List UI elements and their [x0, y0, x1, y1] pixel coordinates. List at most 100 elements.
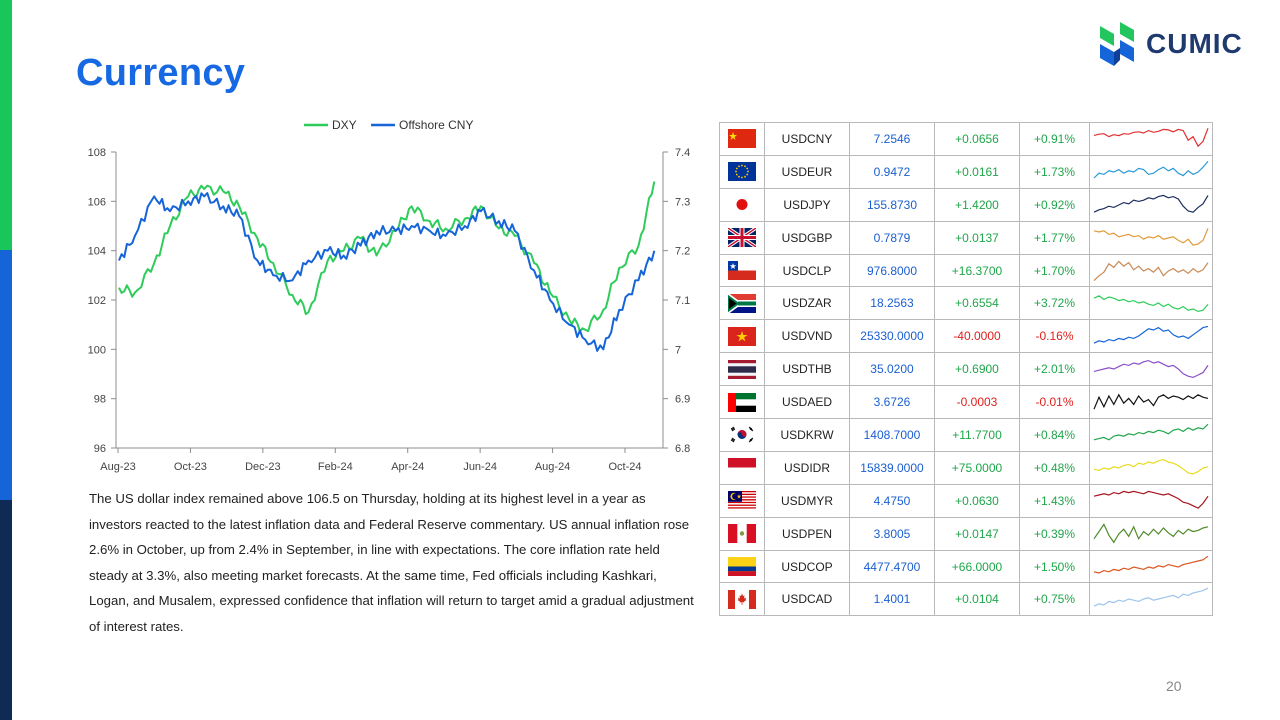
flag-cell [719, 253, 765, 288]
sparkline [1093, 555, 1209, 574]
flag-cell [719, 450, 765, 485]
rate-value: 7.2546 [849, 122, 935, 156]
currency-pair: USDCLP [764, 253, 850, 288]
change-percent: +3.72% [1019, 286, 1090, 321]
flag-cell [719, 549, 765, 584]
rate-value: 0.7879 [849, 220, 935, 255]
fx-row-usdcop: USDCOP 4477.4700 +66.0000 +1.50% [719, 549, 1213, 584]
dxy-cny-line-chart: 108 106 104 102 100 98 96 7.4 7.3 7.2 7.1 7 6.9 6.8 Au… [88, 118, 691, 473]
fx-row-usdeur: USDEUR 0.9472 +0.0161 +1.73% [719, 154, 1213, 189]
sparkline-path [1093, 326, 1209, 345]
sparkline-cell [1089, 582, 1213, 617]
flag-cell [719, 187, 765, 222]
currency-pair: USDMYR [764, 483, 850, 518]
change-value: -40.0000 [934, 319, 1020, 354]
sparkline-path [1093, 490, 1209, 509]
rate-value: 3.6726 [849, 385, 935, 420]
flag-cell [719, 319, 765, 354]
x-tick-label: Jun-24 [463, 461, 497, 473]
left-tick-label: 98 [94, 394, 106, 406]
fx-row-usdcny: USDCNY 7.2546 +0.0656 +0.91% [719, 122, 1213, 156]
sparkline [1093, 522, 1209, 544]
fx-row-usdaed: USDAED 3.6726 -0.0003 -0.01% [719, 385, 1213, 420]
right-tick-label: 7.4 [675, 147, 690, 159]
change-value: +0.0656 [934, 122, 1020, 156]
x-tick-label: Apr-24 [391, 461, 424, 473]
change-value: +0.0104 [934, 582, 1020, 617]
left-tick-label: 106 [88, 196, 106, 208]
change-percent: +0.48% [1019, 450, 1090, 485]
change-percent: +0.84% [1019, 418, 1090, 452]
flag-cell [719, 154, 765, 189]
change-value: +11.7700 [934, 418, 1020, 452]
sparkline-path [1093, 127, 1209, 148]
sparkline [1093, 194, 1209, 213]
change-value: +16.3700 [934, 253, 1020, 288]
currency-pair: USDEUR [764, 154, 850, 189]
change-percent: +1.77% [1019, 220, 1090, 255]
rate-value: 4477.4700 [849, 549, 935, 584]
sparkline [1093, 227, 1209, 246]
fx-row-usdjpy: USDJPY 155.8730 +1.4200 +0.92% [719, 187, 1213, 222]
kr-flag-icon [728, 425, 756, 445]
page-number: 20 [1166, 678, 1182, 694]
currency-pair: USDZAR [764, 286, 850, 321]
currency-pair: USDPEN [764, 516, 850, 551]
x-tick-label: Dec-23 [245, 461, 280, 473]
id-flag-icon [728, 458, 756, 478]
co-flag-icon [728, 557, 756, 577]
fx-row-usdidr: USDIDR 15839.0000 +75.0000 +0.48% [719, 450, 1213, 485]
sparkline-cell [1089, 483, 1213, 518]
flag-cell [719, 352, 765, 387]
fx-row-usdthb: USDTHB 35.0200 +0.6900 +2.01% [719, 352, 1213, 387]
sparkline-cell [1089, 450, 1213, 485]
rate-value: 4.4750 [849, 483, 935, 518]
currency-pair: USDTHB [764, 352, 850, 387]
change-value: +0.0137 [934, 220, 1020, 255]
cny-series-line [118, 192, 656, 352]
dxy-series-line [118, 181, 656, 333]
fx-row-usdclp: USDCLP 976.8000 +16.3700 +1.70% [719, 253, 1213, 288]
sparkline-cell [1089, 352, 1213, 387]
flag-cell [719, 220, 765, 255]
currency-pair: USDGBP [764, 220, 850, 255]
change-percent: +0.39% [1019, 516, 1090, 551]
currency-pair: USDVND [764, 319, 850, 354]
sparkline-cell [1089, 122, 1213, 156]
change-percent: -0.01% [1019, 385, 1090, 420]
sparkline [1093, 127, 1209, 148]
edge-stripe-green [0, 0, 12, 250]
change-percent: +1.43% [1019, 483, 1090, 518]
change-value: +0.6900 [934, 352, 1020, 387]
change-value: +1.4200 [934, 187, 1020, 222]
sparkline-cell [1089, 286, 1213, 321]
change-value: +0.0147 [934, 516, 1020, 551]
x-tick-label: Feb-24 [318, 461, 353, 473]
jp-flag-icon [728, 195, 756, 215]
sparkline-path [1093, 360, 1209, 379]
currency-pair: USDJPY [764, 187, 850, 222]
gb-flag-icon [728, 228, 756, 248]
currency-pair: USDCAD [764, 582, 850, 617]
sparkline-path [1093, 588, 1209, 608]
sparkline-cell [1089, 319, 1213, 354]
x-tick-label: Oct-24 [608, 461, 641, 473]
x-tick-label: Oct-23 [174, 461, 207, 473]
sparkline-path [1093, 227, 1209, 246]
brand-logo: CUMIC [1096, 20, 1256, 72]
change-value: +0.6554 [934, 286, 1020, 321]
rate-value: 155.8730 [849, 187, 935, 222]
legend-label: DXY [332, 118, 357, 132]
change-percent: +0.75% [1019, 582, 1090, 617]
right-tick-label: 6.9 [675, 394, 690, 406]
ae-flag-icon [728, 392, 756, 412]
rate-value: 0.9472 [849, 154, 935, 189]
rate-value: 3.8005 [849, 516, 935, 551]
fx-row-usdpen: USDPEN 3.8005 +0.0147 +0.39% [719, 516, 1213, 551]
sparkline-cell [1089, 154, 1213, 189]
flag-cell [719, 516, 765, 551]
left-tick-label: 108 [88, 147, 106, 159]
edge-stripe-blue [0, 250, 12, 500]
sparkline [1093, 160, 1209, 179]
rate-value: 25330.0000 [849, 319, 935, 354]
